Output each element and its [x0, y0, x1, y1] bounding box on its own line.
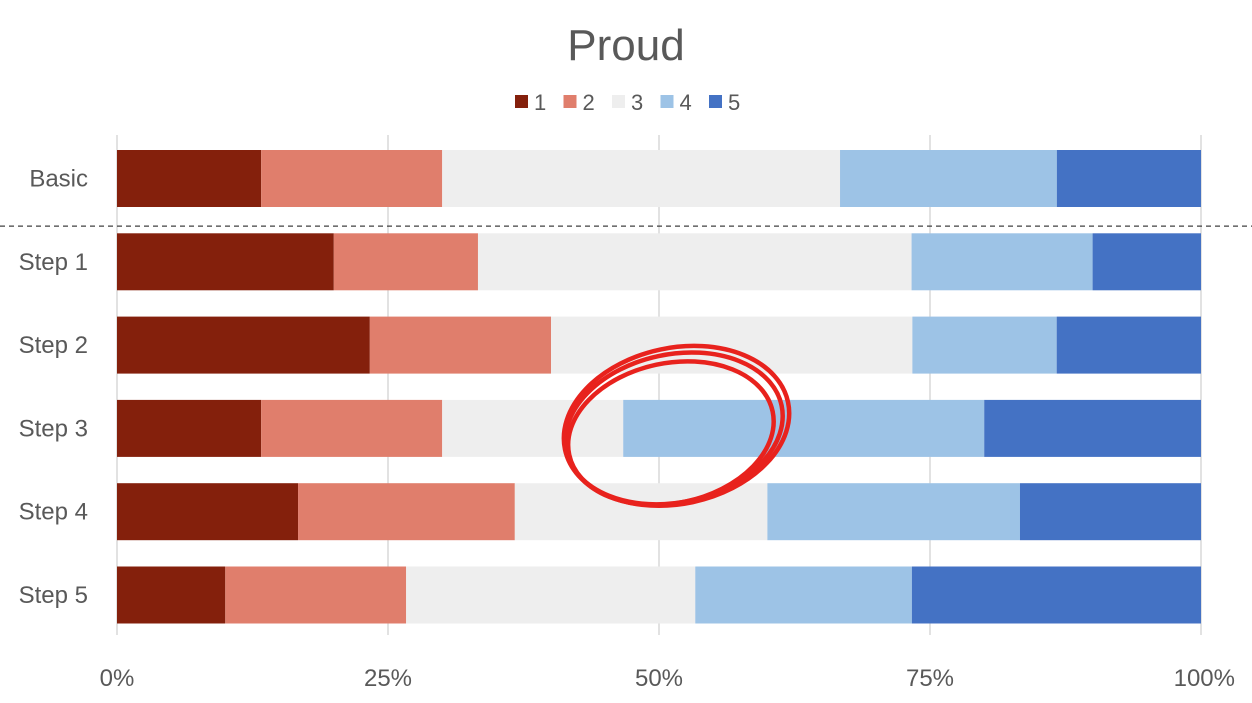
category-label: Step 3: [19, 415, 88, 442]
bar-segment-2: [369, 316, 552, 374]
legend-label: 2: [583, 90, 595, 115]
bar-segment-5: [1056, 150, 1201, 207]
bar-segment-3: [406, 566, 696, 624]
bar-segment-5: [1019, 483, 1201, 541]
hand-drawn-circle: [561, 343, 792, 508]
bar-segment-5: [1056, 316, 1201, 374]
bar-segment-2: [261, 399, 443, 457]
bar-segment-4: [911, 233, 1093, 291]
x-axis-tick-labels: 0% 25% 50% 75% 100%: [100, 665, 1235, 692]
bar-segment-5: [984, 399, 1201, 457]
category-label: Basic: [29, 166, 88, 193]
legend-swatch: [660, 95, 674, 108]
category-label: Step 2: [19, 332, 88, 359]
legend-swatch: [709, 95, 722, 108]
bar-segment-1: [117, 316, 370, 374]
bar-segment-1: [117, 399, 262, 457]
bar-segment-5: [911, 566, 1201, 624]
category-label: Step 4: [19, 499, 88, 526]
bar-segment-4: [840, 150, 1057, 207]
x-tick-label: 50%: [635, 665, 683, 692]
legend-swatch: [612, 95, 625, 108]
bars: [117, 150, 1201, 624]
legend-label: 3: [631, 90, 643, 115]
legend-label: 5: [728, 90, 740, 115]
bar-segment-2: [333, 233, 478, 291]
bar-segment-4: [912, 316, 1057, 374]
bar-segment-4: [767, 483, 1020, 541]
category-label: Step 1: [19, 249, 88, 276]
bar-segment-2: [298, 483, 515, 541]
x-tick-label: 0%: [100, 665, 135, 692]
bar-segment-1: [117, 483, 299, 541]
legend-label: 1: [534, 90, 546, 115]
bar-segment-1: [117, 566, 226, 624]
chart-title: Proud: [567, 21, 684, 70]
bar-segment-2: [261, 150, 443, 207]
category-label: Step 5: [19, 582, 88, 609]
x-tick-label: 100%: [1174, 665, 1235, 692]
legend-label: 4: [680, 90, 692, 115]
x-tick-label: 25%: [364, 665, 412, 692]
bar-segment-2: [225, 566, 407, 624]
bar-segment-4: [623, 399, 985, 457]
bar-segment-1: [117, 150, 262, 207]
bar-segment-3: [442, 150, 841, 207]
bar-segment-3: [477, 233, 912, 291]
x-tick-label: 75%: [906, 665, 954, 692]
bar-segment-3: [551, 316, 913, 374]
category-labels: Basic Step 1 Step 2 Step 3 Step 4 Step 5: [19, 166, 88, 610]
gridlines: [116, 135, 1202, 635]
bar-segment-5: [1092, 233, 1201, 291]
legend-swatch: [563, 95, 577, 108]
legend: 1 2 3 4 5: [515, 90, 740, 115]
bar-segment-3: [442, 399, 624, 457]
bar-segment-1: [117, 233, 334, 291]
annotations: [0, 225, 1252, 508]
bar-segment-4: [695, 566, 912, 624]
circle-stroke: [561, 343, 792, 508]
legend-swatch: [515, 95, 528, 108]
